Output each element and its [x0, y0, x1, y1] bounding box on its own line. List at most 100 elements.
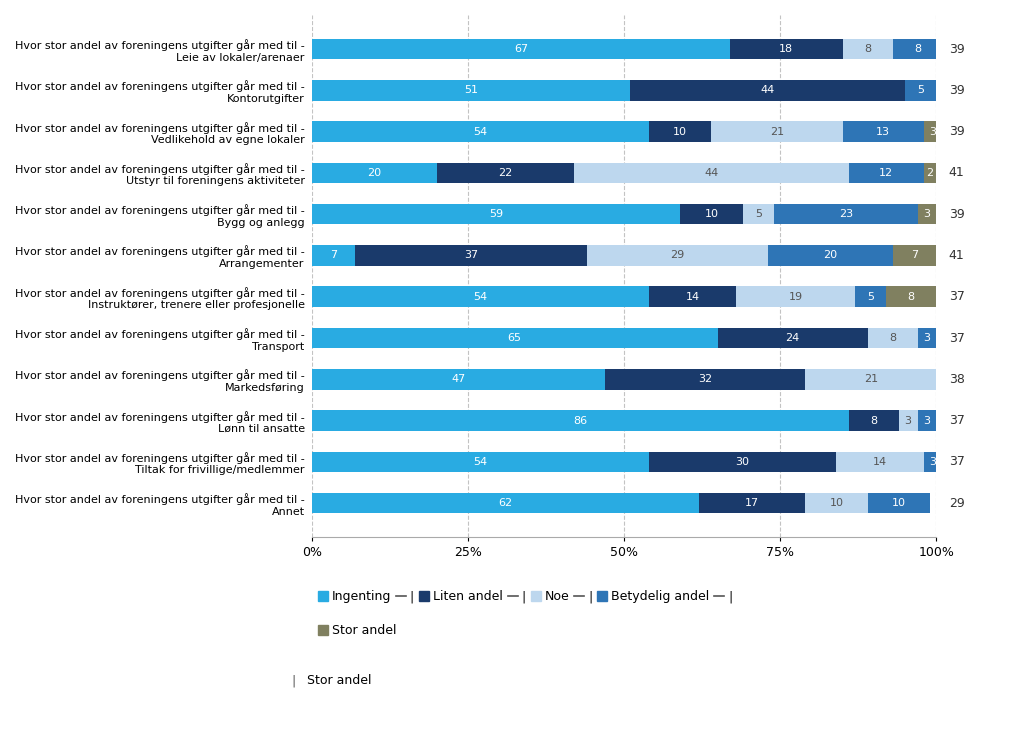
Text: 29: 29 [670, 250, 684, 261]
Bar [311, 286, 649, 307]
Bar [649, 452, 837, 472]
Bar [649, 286, 736, 307]
Text: |: | [292, 674, 296, 687]
Text: 21: 21 [770, 127, 784, 137]
Text: 3: 3 [930, 457, 937, 467]
Text: 59: 59 [488, 209, 503, 219]
Text: 37: 37 [949, 290, 965, 303]
Legend: Stor andel: Stor andel [317, 624, 396, 638]
Text: 29: 29 [949, 496, 965, 509]
Text: 8: 8 [864, 44, 871, 54]
Bar [918, 410, 936, 431]
Text: 62: 62 [499, 498, 512, 508]
Bar [905, 80, 936, 101]
Text: 32: 32 [698, 374, 713, 384]
Text: 3: 3 [924, 209, 931, 219]
Text: 3: 3 [930, 127, 937, 137]
Bar [742, 203, 774, 225]
Bar [712, 122, 843, 142]
Text: 22: 22 [499, 168, 512, 178]
Bar [649, 122, 712, 142]
Text: 37: 37 [949, 455, 965, 468]
Bar [924, 452, 942, 472]
Bar [924, 122, 942, 142]
Text: 20: 20 [823, 250, 838, 261]
Text: 44: 44 [705, 168, 719, 178]
Bar [849, 163, 924, 183]
Text: 7: 7 [330, 250, 337, 261]
Bar [311, 122, 649, 142]
Bar [843, 39, 893, 59]
Text: 10: 10 [892, 498, 906, 508]
Text: 23: 23 [839, 209, 853, 219]
Text: 5: 5 [755, 209, 762, 219]
Bar [936, 410, 955, 431]
Bar [311, 328, 718, 348]
Bar [311, 163, 436, 183]
Text: 24: 24 [785, 333, 800, 343]
Bar [730, 39, 843, 59]
Bar [605, 369, 805, 389]
Bar [587, 245, 768, 266]
Bar [924, 163, 936, 183]
Text: 30: 30 [735, 457, 750, 467]
Bar [855, 286, 887, 307]
Text: 3: 3 [924, 333, 931, 343]
Bar [774, 203, 918, 225]
Bar [893, 39, 942, 59]
Text: 19: 19 [788, 292, 803, 302]
Bar [887, 286, 936, 307]
Text: 39: 39 [949, 42, 965, 56]
Text: 5: 5 [867, 292, 874, 302]
Text: 86: 86 [573, 416, 588, 425]
Text: 2: 2 [927, 168, 934, 178]
Bar [867, 328, 918, 348]
Text: 65: 65 [508, 333, 521, 343]
Bar [311, 452, 649, 472]
Text: 12: 12 [880, 168, 893, 178]
Bar [893, 245, 936, 266]
Bar [311, 80, 630, 101]
Bar [718, 328, 867, 348]
Text: 8: 8 [870, 416, 878, 425]
Bar [680, 203, 742, 225]
Text: 17: 17 [745, 498, 759, 508]
Text: 44: 44 [761, 86, 775, 95]
Text: 54: 54 [473, 127, 487, 137]
Text: 54: 54 [473, 457, 487, 467]
Bar [699, 493, 805, 513]
Text: 10: 10 [829, 498, 844, 508]
Bar [843, 122, 924, 142]
Bar [311, 245, 355, 266]
Text: 54: 54 [473, 292, 487, 302]
Text: 3: 3 [942, 416, 949, 425]
Text: 20: 20 [367, 168, 381, 178]
Bar [918, 328, 936, 348]
Bar [849, 410, 899, 431]
Text: 37: 37 [949, 332, 965, 345]
Bar [736, 286, 855, 307]
Bar [899, 410, 918, 431]
Bar [867, 493, 930, 513]
Bar [805, 493, 867, 513]
Text: 3: 3 [904, 416, 911, 425]
Text: 38: 38 [949, 373, 965, 386]
Text: 21: 21 [863, 374, 878, 384]
Text: 51: 51 [464, 86, 478, 95]
Bar [311, 203, 680, 225]
Text: 7: 7 [911, 250, 918, 261]
Text: 8: 8 [889, 333, 896, 343]
Bar [805, 369, 936, 389]
Text: 14: 14 [686, 292, 699, 302]
Text: 37: 37 [949, 414, 965, 427]
Bar [311, 410, 849, 431]
Bar [768, 245, 893, 266]
Text: 8: 8 [914, 44, 922, 54]
Text: 3: 3 [924, 416, 931, 425]
Bar [630, 80, 905, 101]
Text: 67: 67 [514, 44, 528, 54]
Text: 10: 10 [673, 127, 687, 137]
Text: 8: 8 [907, 292, 914, 302]
Text: 47: 47 [452, 374, 466, 384]
Text: Stor andel: Stor andel [307, 674, 372, 687]
